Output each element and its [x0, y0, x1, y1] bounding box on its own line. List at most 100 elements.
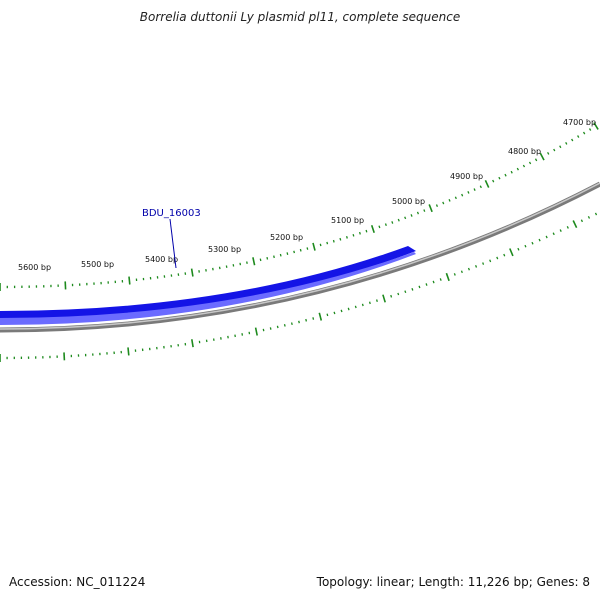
inner-minor-tick: [276, 325, 279, 329]
plasmid-backbone: [0, 181, 600, 333]
inner-minor-tick: [580, 219, 583, 223]
inner-minor-tick: [290, 322, 293, 326]
outer-minor-tick: [339, 237, 342, 241]
outer-minor-tick: [582, 131, 586, 135]
outer-minor-tick: [416, 211, 420, 215]
outer-minor-tick: [565, 141, 568, 145]
inner-minor-tick: [489, 259, 492, 263]
accession-text: Accession: NC_011224: [9, 575, 146, 589]
inner-minor-tick: [425, 283, 428, 286]
ruler-label: 4800 bp: [508, 147, 541, 156]
outer-minor-tick: [473, 188, 476, 191]
outer-minor-tick: [442, 201, 445, 205]
inner-minor-tick: [545, 235, 548, 239]
inner-minor-tick: [347, 307, 350, 311]
summary-text: Topology: linear; Length: 11,226 bp; Gen…: [316, 575, 590, 589]
inner-minor-tick: [354, 305, 357, 309]
gene-arrow[interactable]: [0, 246, 416, 323]
ruler-label: 5200 bp: [270, 233, 303, 242]
inner-minor-tick: [594, 212, 598, 216]
outer-minor-tick: [577, 135, 580, 138]
inner-minor-tick: [552, 232, 555, 236]
outer-major-tick: [539, 152, 545, 161]
outer-minor-tick: [306, 247, 309, 250]
inner-minor-tick: [517, 247, 520, 251]
outer-minor-tick: [326, 241, 329, 245]
outer-minor-tick: [266, 256, 269, 260]
outer-minor-tick: [534, 158, 538, 162]
outer-minor-tick: [448, 199, 451, 202]
inner-minor-tick: [326, 313, 329, 317]
inner-tick-ring: [0, 212, 598, 362]
ruler-label: 5600 bp: [18, 263, 51, 272]
gene-arrow-shade: [0, 252, 416, 325]
inner-minor-tick: [333, 311, 336, 315]
outer-minor-tick: [498, 176, 501, 180]
gene-label[interactable]: BDU_16003: [142, 208, 201, 219]
outer-minor-tick: [571, 138, 574, 142]
ruler-label: 5400 bp: [145, 255, 178, 264]
inner-major-tick: [254, 327, 258, 336]
inner-minor-tick: [397, 292, 400, 296]
ruler-label: 4700 bp: [563, 118, 596, 127]
outer-minor-tick: [378, 225, 381, 229]
outer-minor-tick: [299, 248, 302, 252]
outer-major-tick: [428, 204, 433, 213]
outer-minor-tick: [358, 231, 361, 235]
outer-major-tick: [593, 122, 599, 130]
outer-minor-tick: [397, 218, 400, 222]
inner-minor-tick: [439, 278, 442, 281]
map-title: Borrelia duttonii Ly plasmid pl11, compl…: [139, 10, 461, 24]
outer-major-tick: [190, 268, 194, 277]
outer-minor-tick: [467, 191, 470, 194]
inner-minor-tick: [496, 256, 499, 260]
ruler-label: 4900 bp: [450, 172, 483, 181]
inner-minor-tick: [538, 238, 541, 242]
inner-minor-tick: [503, 253, 506, 257]
inner-minor-tick: [559, 229, 562, 232]
inner-minor-tick: [262, 328, 265, 332]
inner-minor-tick: [340, 309, 343, 313]
outer-minor-tick: [273, 255, 275, 259]
outer-minor-tick: [352, 234, 355, 237]
outer-minor-tick: [454, 196, 457, 200]
outer-minor-tick: [492, 179, 495, 183]
outer-minor-tick: [384, 223, 387, 227]
inner-minor-tick: [404, 290, 407, 294]
inner-minor-tick: [368, 301, 371, 305]
inner-minor-tick: [312, 317, 315, 320]
inner-minor-tick: [283, 324, 286, 327]
ruler-label: 5500 bp: [81, 260, 114, 269]
outer-minor-tick: [528, 161, 532, 165]
inner-minor-tick: [482, 262, 485, 265]
inner-minor-tick: [474, 265, 478, 268]
outer-minor-tick: [522, 164, 526, 168]
outer-minor-tick: [319, 243, 322, 247]
outer-minor-tick: [423, 209, 426, 212]
inner-minor-tick: [375, 299, 378, 302]
outer-minor-tick: [391, 221, 394, 224]
inner-minor-tick: [418, 285, 421, 289]
outer-minor-tick: [588, 128, 592, 131]
plasmid-backbone-highlight: [0, 182, 600, 330]
outer-minor-tick: [293, 250, 296, 254]
ruler-label: 5300 bp: [208, 245, 241, 254]
outer-minor-tick: [553, 148, 556, 152]
inner-minor-tick: [298, 320, 300, 324]
inner-major-tick: [445, 272, 450, 282]
inner-minor-tick: [524, 244, 527, 248]
outer-major-tick: [252, 257, 256, 266]
outer-minor-tick: [479, 185, 482, 189]
outer-minor-tick: [516, 167, 519, 171]
outer-major-tick: [128, 276, 131, 285]
outer-tick-ring: [0, 122, 599, 291]
inner-minor-tick: [467, 267, 471, 271]
inner-major-tick: [382, 294, 386, 303]
outer-major-tick: [312, 242, 316, 251]
inner-minor-tick: [460, 270, 463, 274]
inner-minor-tick: [390, 294, 393, 298]
outer-minor-tick: [332, 239, 335, 243]
outer-minor-tick: [279, 253, 282, 257]
outer-major-tick: [370, 224, 375, 234]
outer-major-tick: [484, 179, 490, 188]
